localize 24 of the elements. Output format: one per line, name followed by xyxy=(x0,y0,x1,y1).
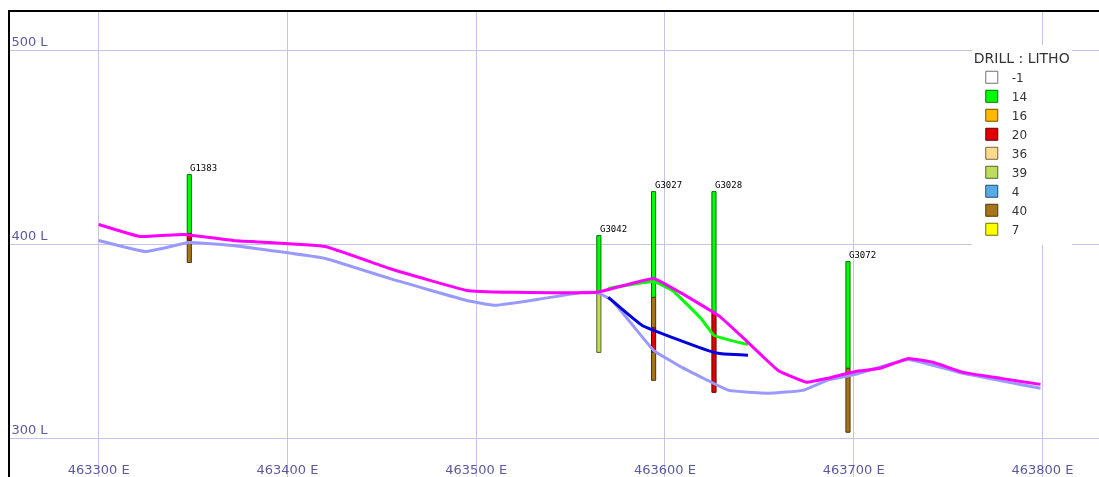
legend-label: 36 xyxy=(1011,146,1028,161)
annotation: G3042 xyxy=(600,224,628,234)
x-tick-label: 463500 E xyxy=(445,462,508,477)
legend-label: 7 xyxy=(1011,222,1020,237)
annotation: G1383 xyxy=(190,163,218,173)
x-tick-label: 463300 E xyxy=(67,462,130,477)
legend-label: 4 xyxy=(1011,184,1020,199)
legend-label: 16 xyxy=(1011,108,1028,123)
annotation: G3028 xyxy=(715,180,743,190)
y-tick-label: 500 L xyxy=(11,34,49,50)
legend-title: DRILL : LITHO xyxy=(973,49,1070,66)
x-tick-label: 463700 E xyxy=(822,462,885,477)
legend-label: 14 xyxy=(1011,89,1028,104)
x-tick-label: 463600 E xyxy=(633,462,696,477)
annotation: G3072 xyxy=(849,250,877,260)
annotation: G3027 xyxy=(655,180,683,190)
x-tick-label: 463800 E xyxy=(1011,462,1074,477)
y-tick-label: 300 L xyxy=(11,421,49,437)
x-tick-label: 463400 E xyxy=(256,462,319,477)
legend-label: 20 xyxy=(1011,127,1028,142)
legend-label: -1 xyxy=(1011,70,1024,85)
y-tick-label: 400 L xyxy=(11,227,49,243)
legend-label: 40 xyxy=(1011,203,1028,218)
legend-label: 39 xyxy=(1011,165,1028,180)
